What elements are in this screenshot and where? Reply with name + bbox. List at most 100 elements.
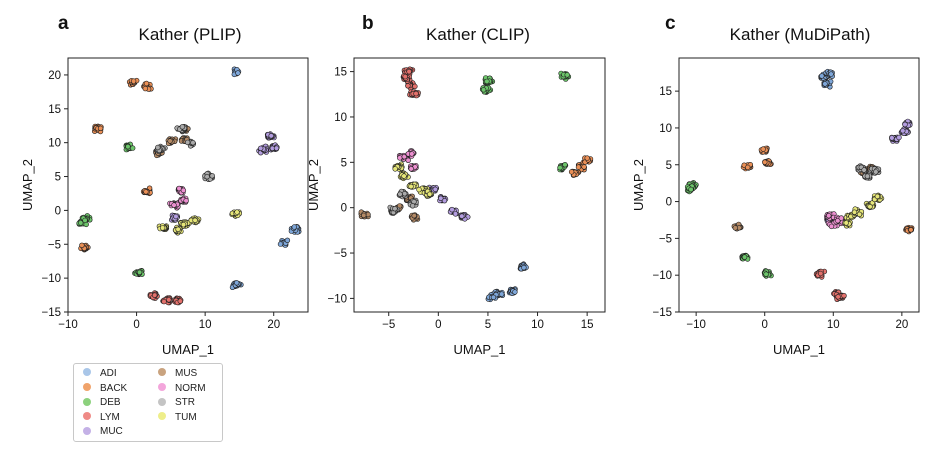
x-axis-label: UMAP_1: [453, 342, 505, 357]
point-lym: [152, 292, 158, 298]
x-axis-label: UMAP_1: [162, 342, 214, 357]
point-muc: [459, 213, 465, 219]
point-lym: [406, 68, 412, 75]
y-tick-label: −10: [652, 270, 672, 282]
legend-item-back: BACK: [83, 382, 127, 395]
panel-label: a: [58, 13, 69, 34]
y-tick-label: −15: [652, 307, 672, 319]
y-axis-label: UMAP_2: [306, 159, 321, 211]
data-points: [76, 66, 302, 306]
y-tick-label: −10: [41, 273, 61, 285]
point-deb: [688, 186, 694, 193]
legend-item-norm: NORM: [158, 382, 206, 395]
y-tick-label: −5: [334, 248, 347, 260]
point-back: [762, 159, 768, 165]
y-tick-label: 5: [341, 157, 347, 169]
point-norm: [838, 215, 844, 221]
legend-label: TUM: [175, 411, 197, 423]
point-lym: [412, 83, 418, 90]
cluster-back: [740, 145, 915, 235]
x-tick-label: −5: [382, 319, 395, 331]
legend-item-muc: MUC: [83, 425, 123, 438]
x-tick-label: 0: [762, 319, 768, 331]
point-tum: [408, 183, 414, 190]
point-str: [204, 174, 210, 180]
cluster-str: [387, 188, 419, 216]
y-tick-label: −10: [327, 293, 347, 305]
point-deb: [557, 165, 563, 171]
legend-marker: [83, 382, 91, 391]
point-muc: [452, 211, 459, 217]
y-tick-label: 15: [659, 86, 672, 98]
x-tick-label: 0: [435, 319, 441, 331]
cluster-mus: [731, 163, 877, 232]
point-muc: [449, 206, 455, 213]
point-str: [155, 144, 161, 151]
point-back: [760, 146, 766, 152]
point-mus: [732, 225, 738, 231]
y-tick-label: 15: [48, 104, 61, 116]
legend: ADI BACK DEB LYM MUC MUS NORM STR TUM: [73, 363, 223, 442]
point-deb: [763, 271, 769, 277]
point-back: [581, 164, 587, 170]
chart-title: Kather (PLIP): [139, 25, 242, 44]
legend-marker: [158, 382, 166, 391]
cluster-tum: [842, 192, 885, 229]
cluster-back: [568, 155, 594, 178]
chart-panel-c: c Kather (MuDiPath) −10 0 10 20 −15 −10 −5 0 5 10 15…: [631, 13, 920, 357]
y-tick-label: 15: [334, 67, 347, 79]
point-deb: [136, 269, 143, 275]
x-tick-label: 10: [827, 319, 840, 331]
point-back: [908, 227, 914, 233]
point-str: [392, 206, 398, 212]
point-muc: [173, 213, 179, 220]
point-adi: [521, 264, 527, 271]
cluster-adi: [229, 66, 302, 290]
x-tick-label: 0: [133, 319, 139, 331]
point-tum: [192, 217, 198, 224]
point-adi: [512, 289, 518, 295]
point-adi: [234, 280, 240, 286]
cluster-norm: [823, 211, 847, 230]
plot-frame: [353, 57, 606, 313]
point-adi: [284, 237, 291, 244]
legend-label: LYM: [100, 411, 120, 423]
legend-label: DEB: [100, 397, 121, 409]
legend-item-adi: ADI: [83, 367, 117, 380]
cluster-lym: [147, 290, 184, 306]
point-lym: [161, 298, 167, 305]
point-tum: [159, 225, 166, 231]
x-axis-label: UMAP_1: [773, 342, 825, 357]
y-tick-label: 10: [334, 112, 347, 124]
point-norm: [183, 198, 189, 204]
cluster-back: [78, 77, 154, 253]
point-norm: [408, 166, 414, 172]
cluster-norm: [396, 148, 419, 173]
point-back: [130, 78, 137, 84]
point-lym: [166, 297, 172, 303]
point-adi: [235, 70, 241, 76]
x-tick-label: 10: [531, 319, 544, 331]
point-deb: [484, 78, 490, 85]
legend-item-lym: LYM: [83, 411, 120, 424]
cluster-muc: [426, 184, 471, 222]
legend-label: MUC: [100, 426, 123, 438]
point-back: [142, 85, 149, 92]
x-tick-label: 20: [895, 319, 908, 331]
chart-panel-b: b Kather (CLIP) −5 0 5 10 15 −10 −5 0 5 10 15 UMAP_1 U…: [306, 13, 606, 357]
point-tum: [175, 226, 181, 233]
point-deb: [564, 72, 570, 78]
point-muc: [432, 186, 438, 193]
point-deb: [562, 162, 568, 168]
point-norm: [405, 157, 411, 164]
point-str: [873, 169, 879, 175]
point-adi: [828, 71, 834, 77]
point-str: [190, 140, 196, 146]
point-mus: [167, 138, 173, 144]
point-muc: [268, 133, 274, 139]
legend-marker: [83, 397, 91, 406]
point-norm: [409, 151, 415, 157]
data-points: [684, 68, 915, 302]
point-norm: [825, 213, 832, 219]
